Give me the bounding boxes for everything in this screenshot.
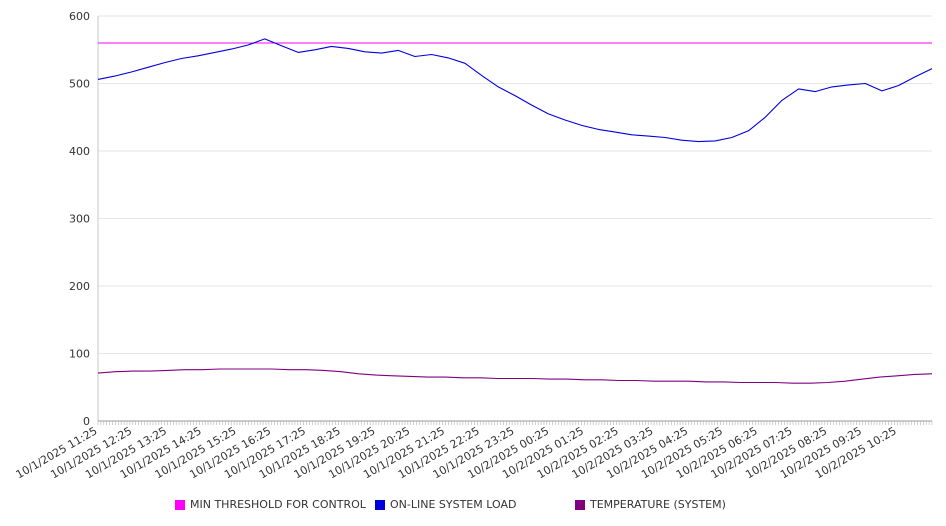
legend-label-temperature: TEMPERATURE (SYSTEM)	[590, 498, 726, 511]
legend-item-system-load[interactable]: ON-LINE SYSTEM LOAD	[375, 498, 516, 511]
y-tick-label: 100	[69, 348, 90, 361]
y-tick-label: 400	[69, 145, 90, 158]
y-tick-label: 300	[69, 213, 90, 226]
series-line-2	[97, 368, 933, 384]
y-axis: 0 100 200 300 400 500 600	[69, 10, 99, 428]
y-tick-label: 600	[69, 10, 90, 23]
legend-swatch-system-load	[375, 499, 385, 510]
grid-layer	[98, 15, 932, 422]
legend-label-threshold: MIN THRESHOLD FOR CONTROL	[190, 498, 366, 511]
y-tick-label: 200	[69, 280, 90, 293]
legend-swatch-temperature	[575, 499, 585, 510]
y-tick-label: 0	[83, 415, 90, 428]
legend-label-system-load: ON-LINE SYSTEM LOAD	[390, 498, 517, 511]
legend: MIN THRESHOLD FOR CONTROL ON-LINE SYSTEM…	[0, 498, 946, 514]
series-line-1	[97, 38, 933, 143]
legend-item-temperature[interactable]: TEMPERATURE (SYSTEM)	[575, 498, 726, 511]
y-tick-label: 500	[69, 78, 90, 91]
series-layer	[97, 38, 933, 384]
legend-swatch-threshold	[175, 499, 185, 510]
legend-item-threshold[interactable]: MIN THRESHOLD FOR CONTROL	[175, 498, 366, 511]
